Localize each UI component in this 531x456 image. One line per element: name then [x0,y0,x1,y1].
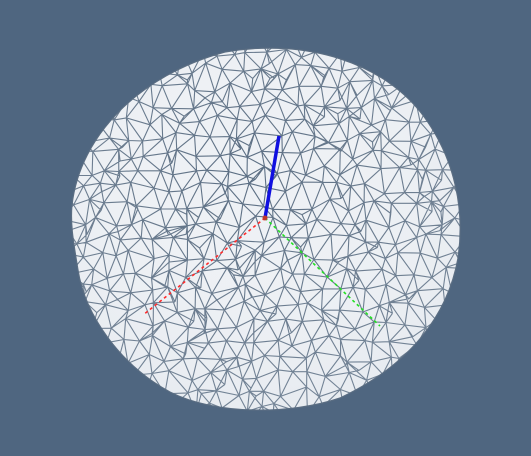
axes-origin [262,215,268,221]
orientation-axes [142,135,381,327]
z-axis-line [263,135,281,219]
y-axis-line [264,217,381,327]
x-axis-line [142,217,266,316]
sphere-shading [71,48,461,411]
sphere-mesh[interactable] [50,30,494,449]
